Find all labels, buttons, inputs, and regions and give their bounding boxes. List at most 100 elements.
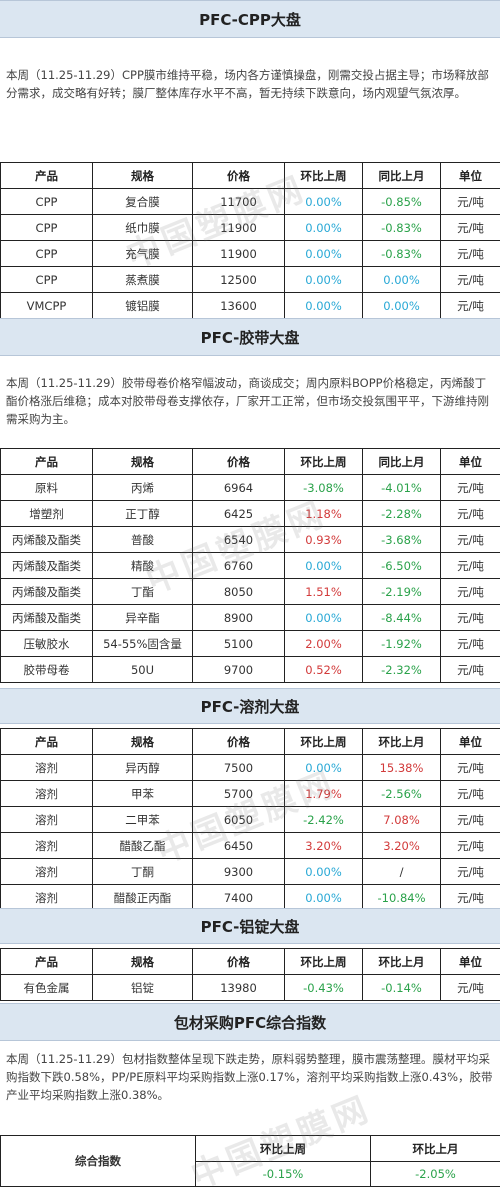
header-unit: 单位: [440, 728, 500, 755]
cell-wow: 3.20%: [284, 832, 363, 859]
cell-price: 8050: [192, 578, 285, 605]
cell-mom: -0.83%: [362, 214, 441, 241]
cell-product: 丙烯酸及酯类: [0, 578, 93, 605]
cell-wow: 0.00%: [284, 754, 363, 781]
header-unit: 单位: [440, 948, 500, 975]
cell-spec: 充气膜: [92, 240, 193, 267]
header-spec: 规格: [92, 448, 193, 475]
cell-wow: 1.79%: [284, 780, 363, 807]
cell-mom: -2.28%: [362, 500, 441, 527]
cell-price: 9300: [192, 858, 285, 885]
cell-wow: 0.93%: [284, 526, 363, 553]
composite-wow-value: -0.15%: [195, 1161, 371, 1187]
cell-price: 5700: [192, 780, 285, 807]
cell-price: 7500: [192, 754, 285, 781]
cpp-price-table: 产品 规格 价格 环比上周 同比上月 单位 CPP 复合膜 11700 0.00% -0…: [0, 162, 500, 319]
cell-spec: 54-55%固含量: [92, 630, 193, 657]
cell-price: 6964: [192, 474, 285, 501]
cell-wow: -3.08%: [284, 474, 363, 501]
cell-unit: 元/吨: [440, 188, 500, 215]
table-row: 溶剂 醋酸乙酯 6450 3.20% 3.20% 元/吨: [0, 832, 500, 859]
cell-mom: /: [362, 858, 441, 885]
header-wow: 环比上周: [284, 448, 363, 475]
cell-wow: -2.42%: [284, 806, 363, 833]
cell-wow: 1.51%: [284, 578, 363, 605]
header-unit: 单位: [440, 448, 500, 475]
cell-product: VMCPP: [0, 292, 93, 319]
header-product: 产品: [0, 162, 93, 189]
table-row: 压敏胶水 54-55%固含量 5100 2.00% -1.92% 元/吨: [0, 630, 500, 657]
cell-mom: -4.01%: [362, 474, 441, 501]
cell-unit: 元/吨: [440, 630, 500, 657]
cell-wow: 0.00%: [284, 884, 363, 911]
cell-spec: 丁酮: [92, 858, 193, 885]
table-row: 溶剂 甲苯 5700 1.79% -2.56% 元/吨: [0, 780, 500, 807]
cell-spec: 50U: [92, 656, 193, 683]
cell-mom: 15.38%: [362, 754, 441, 781]
cell-spec: 醋酸正丙酯: [92, 884, 193, 911]
cell-unit: 元/吨: [440, 754, 500, 781]
table-row: CPP 蒸煮膜 12500 0.00% 0.00% 元/吨: [0, 266, 500, 293]
tape-table-body: 原料 丙烯 6964 -3.08% -4.01% 元/吨 增塑剂 正丁醇 6425 1.18% -2…: [0, 474, 500, 683]
cell-wow: 0.00%: [284, 858, 363, 885]
cell-product: 溶剂: [0, 858, 93, 885]
table-row: 丙烯酸及酯类 精酸 6760 0.00% -6.50% 元/吨: [0, 552, 500, 579]
table-header-row: 产品 规格 价格 环比上周 环比上月 单位: [0, 948, 500, 975]
cpp-summary: 本周（11.25-11.29）CPP膜市维持平稳，场内各方谨慎操盘，刚需交投占据…: [6, 68, 489, 100]
header-price: 价格: [192, 448, 285, 475]
cell-product: 丙烯酸及酯类: [0, 552, 93, 579]
header-product: 产品: [0, 948, 93, 975]
cell-mom: -0.14%: [362, 974, 441, 1001]
cell-product: CPP: [0, 214, 93, 241]
table-row: 增塑剂 正丁醇 6425 1.18% -2.28% 元/吨: [0, 500, 500, 527]
cell-spec: 二甲苯: [92, 806, 193, 833]
cell-spec: 醋酸乙酯: [92, 832, 193, 859]
solvent-section-title: PFC-溶剂大盘: [0, 688, 500, 724]
solvent-price-table: 产品 规格 价格 环比上周 环比上月 单位 溶剂 异丙醇 7500 0.00% 15.3…: [0, 728, 500, 911]
cell-spec: 蒸煮膜: [92, 266, 193, 293]
cell-product: 溶剂: [0, 884, 93, 911]
cell-mom: -8.44%: [362, 604, 441, 631]
header-price: 价格: [192, 162, 285, 189]
table-row: 丙烯酸及酯类 普酸 6540 0.93% -3.68% 元/吨: [0, 526, 500, 553]
header-mom: 环比上月: [362, 948, 441, 975]
cell-product: 有色金属: [0, 974, 93, 1001]
cell-price: 6050: [192, 806, 285, 833]
cell-product: CPP: [0, 266, 93, 293]
header-product: 产品: [0, 728, 93, 755]
cell-mom: -3.68%: [362, 526, 441, 553]
cell-price: 9700: [192, 656, 285, 683]
header-unit: 单位: [440, 162, 500, 189]
tape-summary: 本周（11.25-11.29）胶带母卷价格窄幅波动，商谈成交；周内原料BOPP价…: [6, 376, 489, 426]
cell-product: CPP: [0, 188, 93, 215]
index-summary: 本周（11.25-11.29）包材指数整体呈现下跌走势，原料弱势整理，膜市震荡整…: [6, 1052, 493, 1102]
cell-spec: 普酸: [92, 526, 193, 553]
cell-unit: 元/吨: [440, 526, 500, 553]
cell-product: CPP: [0, 240, 93, 267]
cell-spec: 甲苯: [92, 780, 193, 807]
cell-price: 5100: [192, 630, 285, 657]
cell-wow: 0.00%: [284, 292, 363, 319]
cell-product: 胶带母卷: [0, 656, 93, 683]
table-row: 丙烯酸及酯类 丁酯 8050 1.51% -2.19% 元/吨: [0, 578, 500, 605]
composite-index-label: 综合指数: [0, 1135, 196, 1187]
cell-wow: 0.52%: [284, 656, 363, 683]
solvent-table-body: 溶剂 异丙醇 7500 0.00% 15.38% 元/吨 溶剂 甲苯 5700 1.79% -2.5…: [0, 754, 500, 911]
aluminum-section-title: PFC-铝锭大盘: [0, 908, 500, 944]
cell-unit: 元/吨: [440, 604, 500, 631]
table-row: -0.15% -2.05%: [1, 1161, 500, 1187]
header-mom: 同比上月: [362, 162, 441, 189]
cell-price: 8900: [192, 604, 285, 631]
cell-mom: -6.50%: [362, 552, 441, 579]
cell-product: 丙烯酸及酯类: [0, 526, 93, 553]
cell-unit: 元/吨: [440, 884, 500, 911]
cell-spec: 异辛酯: [92, 604, 193, 631]
table-header-row: 产品 规格 价格 环比上周 同比上月 单位: [0, 162, 500, 189]
cell-unit: 元/吨: [440, 656, 500, 683]
cell-unit: 元/吨: [440, 552, 500, 579]
aluminum-price-table: 产品 规格 价格 环比上周 环比上月 单位 有色金属 铝锭 13980 -0.43% -…: [0, 948, 500, 1001]
cell-product: 原料: [0, 474, 93, 501]
table-row: 综合指数 环比上周 环比上月: [0, 1135, 500, 1187]
cell-product: 压敏胶水: [0, 630, 93, 657]
